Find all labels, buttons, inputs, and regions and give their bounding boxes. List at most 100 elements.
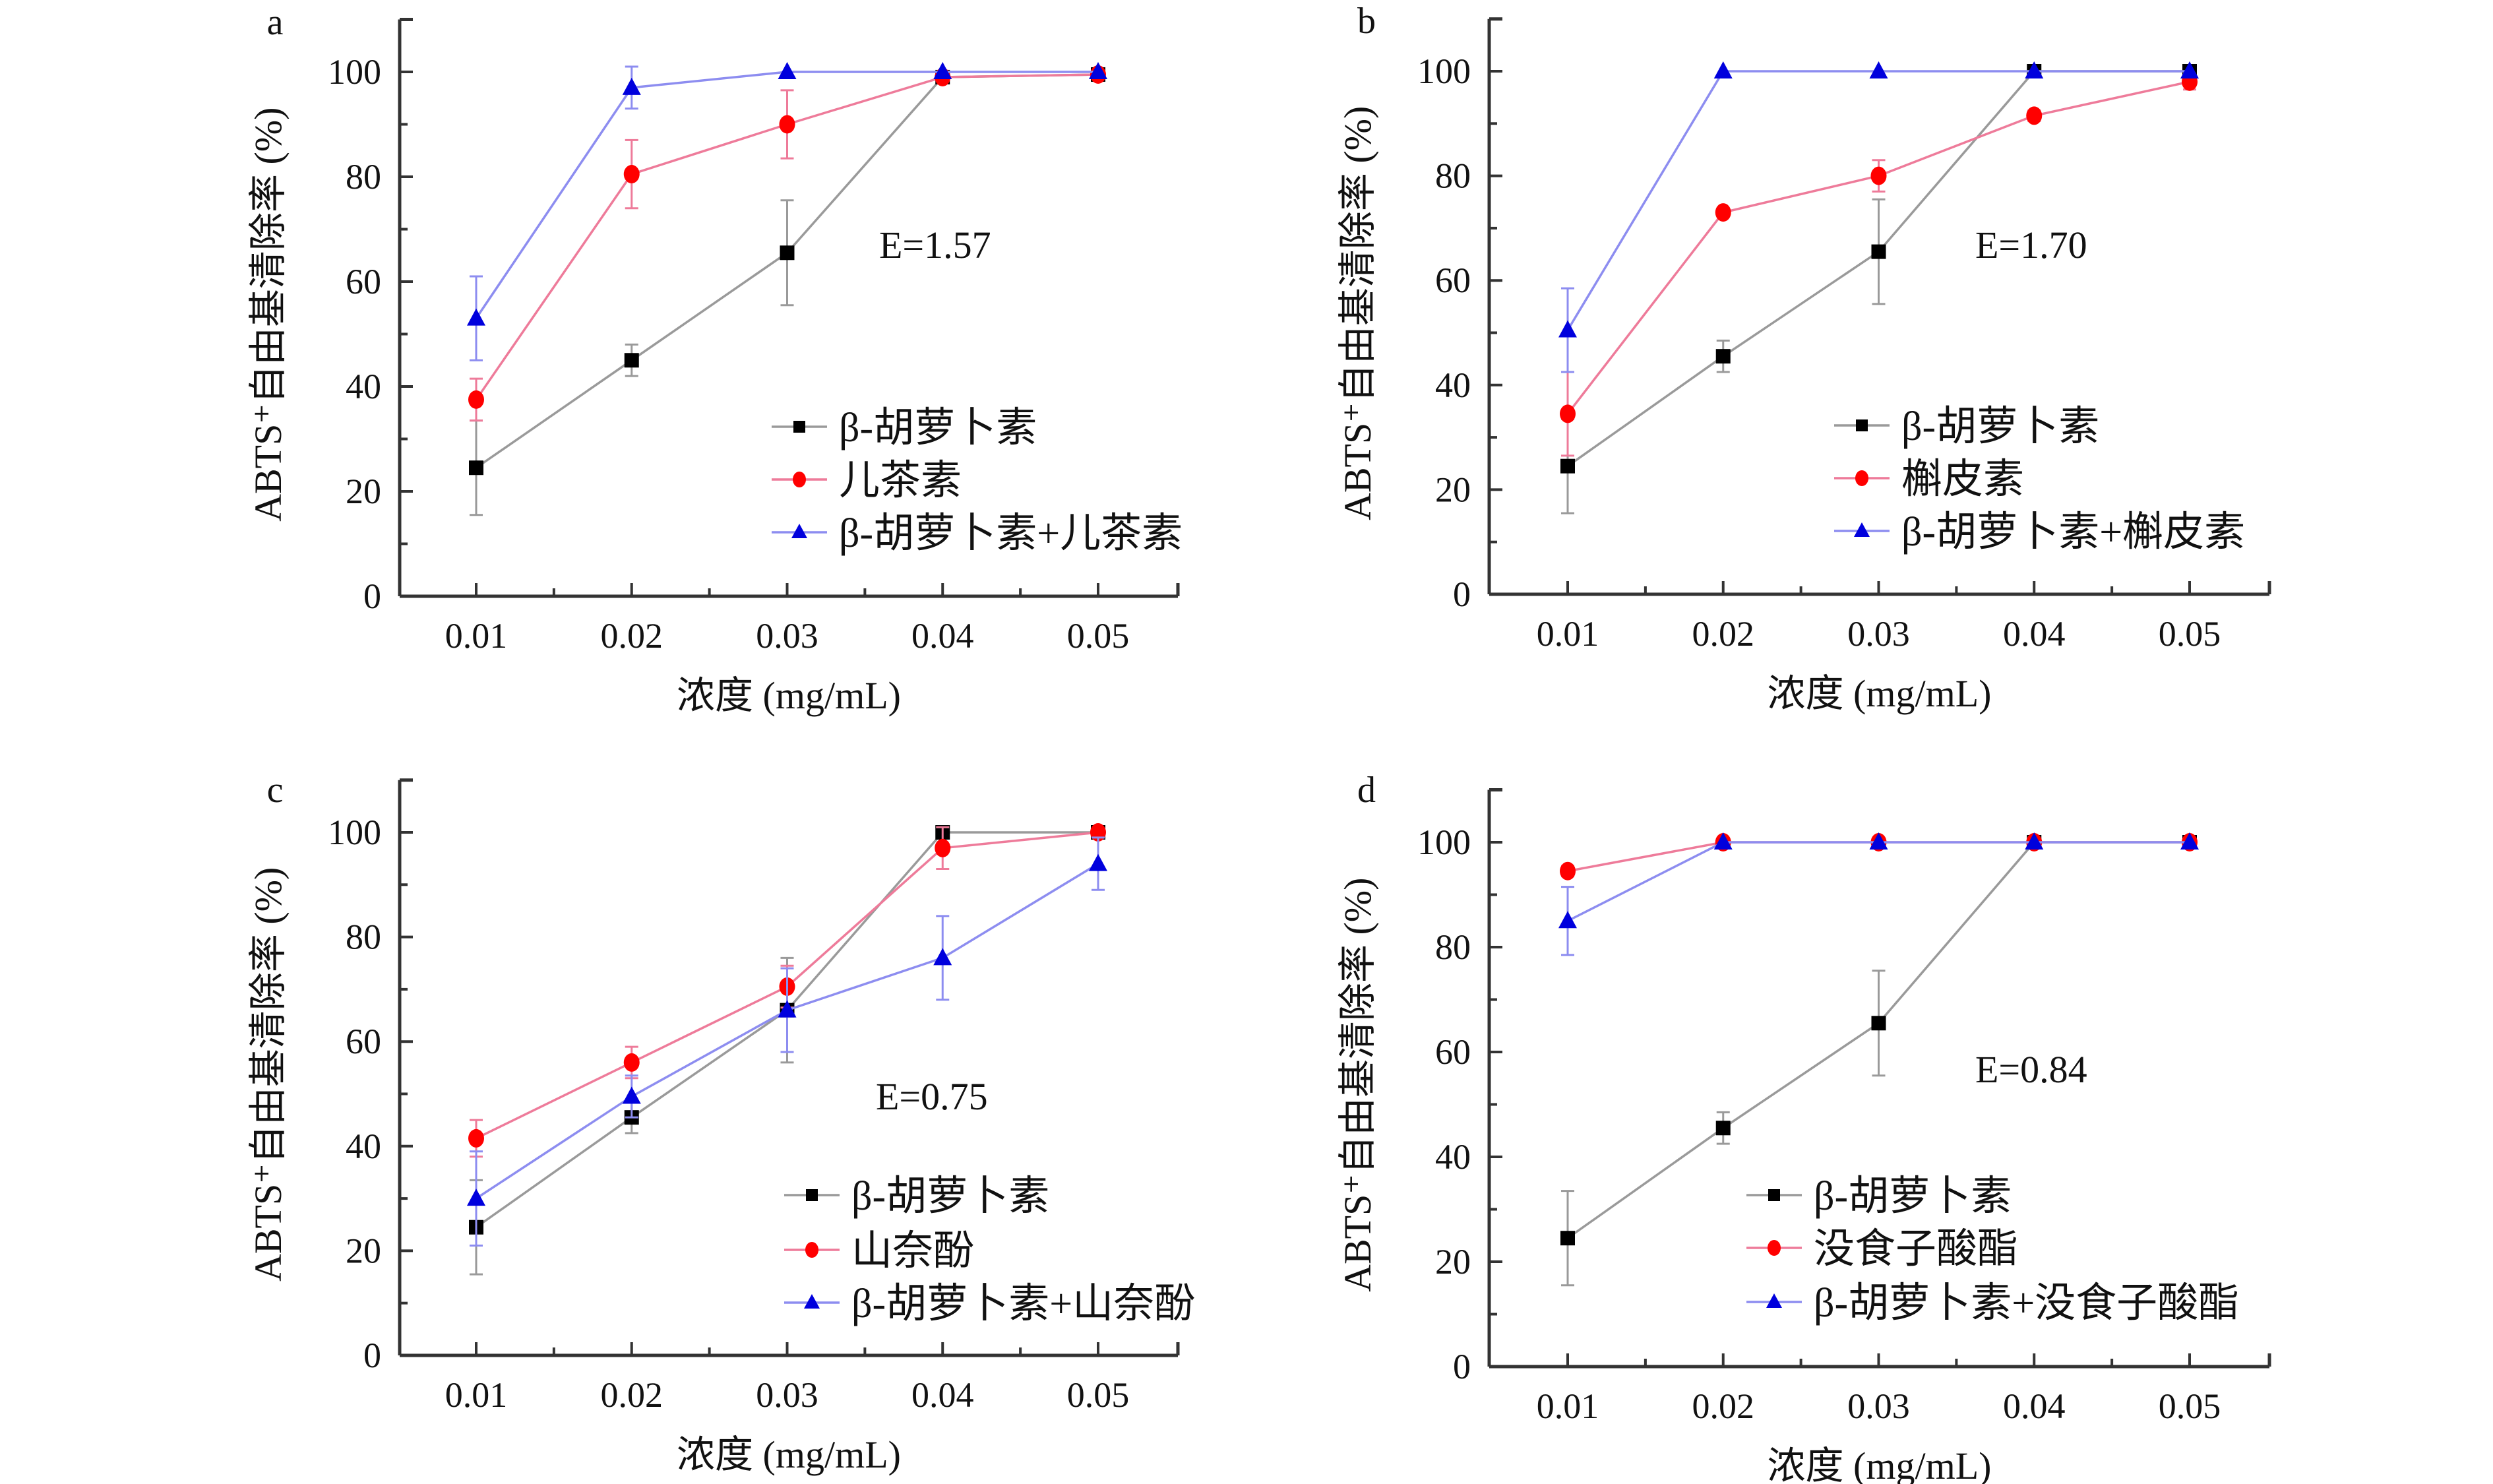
panel-label: d bbox=[1357, 770, 1376, 811]
data-point bbox=[1560, 404, 1576, 423]
x-tick-label: 0.01 bbox=[1537, 1386, 1599, 1426]
y-tick-label: 60 bbox=[346, 262, 381, 301]
y-tick-label: 60 bbox=[1435, 261, 1471, 300]
x-tick-label: 0.05 bbox=[2159, 614, 2221, 654]
synergy-annotation: E=1.57 bbox=[879, 224, 991, 266]
panel-label: c bbox=[267, 770, 284, 811]
data-point bbox=[1089, 853, 1107, 871]
y-tick-label: 100 bbox=[1417, 51, 1471, 91]
data-point bbox=[624, 353, 639, 368]
panel-a: 0 20 40 60 80 100 0.01 0.02 0.03 0.04 0.05 浓度 (mg/m… bbox=[247, 2, 1183, 717]
data-point bbox=[1558, 320, 1577, 338]
panel-d: 0 20 40 60 80 100 0.01 0.02 0.03 0.04 0.05 浓度 (mg/m… bbox=[1336, 770, 2271, 1484]
data-point bbox=[2026, 106, 2043, 125]
legend-label: β-胡萝卜素 bbox=[1814, 1174, 2012, 1219]
data-point bbox=[1871, 244, 1886, 259]
x-tick-label: 0.03 bbox=[756, 616, 818, 656]
legend-marker bbox=[804, 1294, 820, 1309]
data-point bbox=[779, 115, 795, 134]
legend-marker bbox=[1856, 419, 1868, 431]
data-point bbox=[1715, 203, 1731, 222]
data-point bbox=[622, 1086, 641, 1104]
data-point bbox=[780, 245, 795, 261]
x-tick-label: 0.02 bbox=[601, 1375, 663, 1415]
panel-b: 0 20 40 60 80 100 0.01 0.02 0.03 0.04 0.05 浓度 (mg/m… bbox=[1336, 1, 2271, 715]
synergy-annotation: E=0.75 bbox=[876, 1075, 988, 1118]
y-tick-label: 100 bbox=[1417, 822, 1471, 862]
legend-label: β-胡萝卜素 bbox=[839, 406, 1037, 450]
data-point bbox=[2180, 832, 2199, 850]
y-tick-label: 40 bbox=[1435, 365, 1471, 405]
y-tick-label: 20 bbox=[1435, 470, 1471, 509]
x-tick-label: 0.05 bbox=[1067, 1375, 1130, 1415]
series-triangle: β-胡萝卜素+没食子酸酯 bbox=[1558, 832, 2239, 1326]
data-point bbox=[778, 1000, 797, 1018]
y-tick-label: 60 bbox=[1435, 1032, 1471, 1072]
y-tick-label: 40 bbox=[1435, 1137, 1471, 1177]
legend-marker bbox=[1855, 470, 1868, 486]
y-tick-label: 0 bbox=[363, 1336, 381, 1375]
legend-label: β-胡萝卜素+槲皮素 bbox=[1901, 510, 2245, 555]
data-point bbox=[1715, 1121, 1731, 1136]
x-tick-label: 0.02 bbox=[1692, 1386, 1755, 1426]
x-axis-label: 浓度 (mg/mL) bbox=[677, 1433, 901, 1476]
data-point bbox=[622, 77, 641, 95]
data-point bbox=[778, 62, 797, 79]
y-axis-label: ABTS⁺自由基清除率 (%) bbox=[1336, 878, 1379, 1292]
y-tick-label: 80 bbox=[346, 917, 381, 957]
data-point bbox=[2025, 832, 2044, 850]
x-tick-label: 0.02 bbox=[601, 616, 663, 656]
y-tick-label: 20 bbox=[346, 1231, 381, 1270]
y-tick-label: 80 bbox=[346, 157, 381, 197]
x-tick-label: 0.04 bbox=[911, 616, 974, 656]
data-point bbox=[1089, 62, 1107, 79]
legend-label: β-胡萝卜素+没食子酸酯 bbox=[1814, 1281, 2239, 1326]
x-axis-label: 浓度 (mg/mL) bbox=[1768, 672, 1992, 715]
x-tick-label: 0.01 bbox=[445, 616, 508, 656]
legend-marker bbox=[1768, 1240, 1781, 1256]
legend-label: β-胡萝卜素+儿茶素 bbox=[839, 511, 1183, 556]
legend-marker bbox=[793, 421, 805, 433]
data-point bbox=[1869, 61, 1888, 78]
data-point bbox=[935, 838, 951, 857]
y-tick-label: 100 bbox=[328, 813, 381, 852]
panel-label: a bbox=[267, 2, 284, 43]
y-tick-label: 0 bbox=[1453, 1347, 1471, 1386]
legend-marker bbox=[1766, 1293, 1782, 1308]
data-point bbox=[1715, 349, 1731, 364]
data-point bbox=[2180, 61, 2199, 78]
data-point bbox=[1560, 1231, 1575, 1246]
x-tick-label: 0.01 bbox=[445, 1375, 508, 1415]
y-tick-label: 0 bbox=[1453, 574, 1471, 614]
y-tick-label: 0 bbox=[363, 576, 381, 616]
legend-marker bbox=[805, 1242, 818, 1258]
x-axis-label: 浓度 (mg/mL) bbox=[1768, 1444, 1992, 1484]
x-tick-label: 0.02 bbox=[1692, 614, 1755, 654]
x-axis-label: 浓度 (mg/mL) bbox=[677, 674, 901, 717]
data-point bbox=[468, 1128, 484, 1148]
legend-label: β-胡萝卜素+山奈酚 bbox=[851, 1282, 1195, 1326]
y-axis-label: ABTS⁺自由基清除率 (%) bbox=[247, 108, 290, 522]
y-tick-label: 20 bbox=[1435, 1242, 1471, 1282]
x-tick-label: 0.04 bbox=[911, 1375, 974, 1415]
x-tick-label: 0.01 bbox=[1537, 614, 1599, 654]
legend-marker bbox=[1854, 522, 1870, 537]
data-point bbox=[1871, 1016, 1886, 1031]
y-tick-label: 80 bbox=[1435, 156, 1471, 196]
legend-marker bbox=[806, 1189, 818, 1201]
series-triangle: β-胡萝卜素+儿茶素 bbox=[467, 62, 1183, 556]
data-point bbox=[933, 62, 952, 79]
panel-label: b bbox=[1357, 1, 1376, 42]
legend-label: 山奈酚 bbox=[851, 1229, 974, 1274]
y-tick-label: 40 bbox=[346, 367, 381, 406]
y-tick-label: 20 bbox=[346, 472, 381, 511]
data-point bbox=[467, 308, 485, 326]
x-tick-label: 0.03 bbox=[756, 1375, 818, 1415]
data-point bbox=[1560, 458, 1575, 474]
synergy-annotation: E=0.84 bbox=[1975, 1048, 2087, 1091]
x-tick-label: 0.03 bbox=[1847, 614, 1910, 654]
data-point bbox=[1870, 166, 1887, 185]
y-axis-label: ABTS⁺自由基清除率 (%) bbox=[1336, 106, 1379, 520]
data-point bbox=[1713, 832, 1733, 850]
